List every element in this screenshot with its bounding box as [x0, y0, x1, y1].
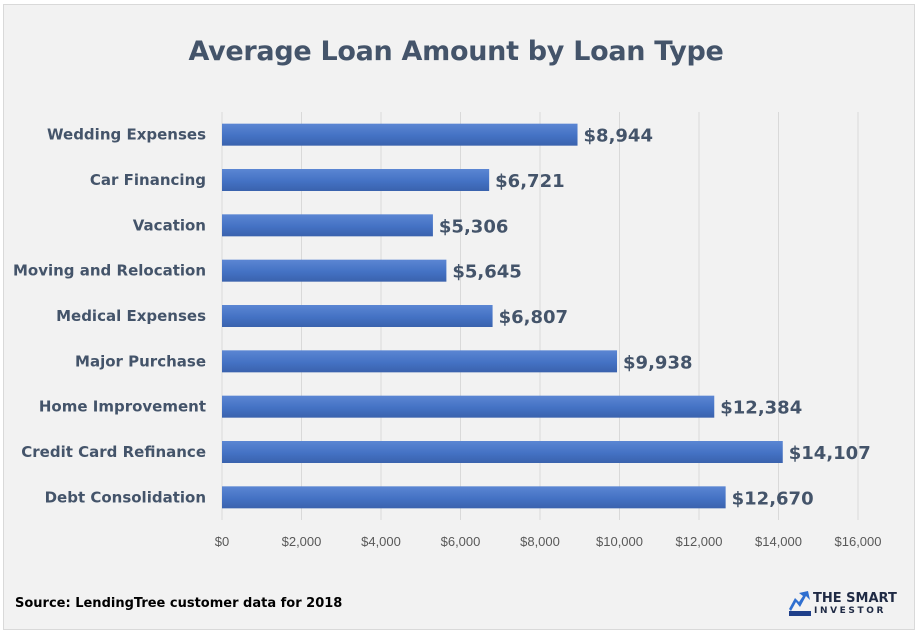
bar: [222, 441, 783, 463]
brand-logo: THE SMART INVESTOR: [787, 589, 907, 621]
category-label: Major Purchase: [75, 352, 206, 370]
bar: [222, 486, 726, 509]
data-label: $9,938: [623, 352, 692, 373]
logo-mark-icon: [789, 591, 811, 616]
bar: [222, 169, 490, 191]
bar: [222, 259, 447, 282]
x-tick-label: $10,000: [596, 534, 643, 549]
category-label: Wedding Expenses: [47, 126, 206, 144]
data-label: $5,645: [452, 262, 521, 283]
x-tick-label: $2,000: [282, 534, 322, 549]
bar: [222, 350, 618, 373]
source-note: Source: LendingTree customer data for 20…: [15, 596, 343, 611]
category-label: Car Financing: [90, 171, 206, 189]
data-label: $6,721: [495, 171, 564, 192]
bar: [222, 395, 715, 418]
category-label: Medical Expenses: [56, 307, 206, 325]
data-label: $14,107: [789, 443, 871, 464]
data-label: $6,807: [499, 307, 568, 328]
x-tick-label: $4,000: [361, 534, 401, 549]
x-tick-label: $14,000: [755, 534, 802, 549]
bar: [222, 214, 433, 237]
category-label: Vacation: [133, 216, 206, 234]
category-label: Home Improvement: [39, 398, 206, 416]
data-label: $12,384: [720, 398, 802, 419]
x-tick-label: $12,000: [676, 534, 723, 549]
bar: [222, 123, 578, 146]
x-tick-label: $16,000: [835, 534, 882, 549]
logo-text-top: THE SMART: [813, 591, 897, 606]
logo-text-bottom: INVESTOR: [814, 606, 886, 616]
bar: [222, 305, 493, 327]
category-label: Moving and Relocation: [13, 262, 206, 280]
data-label: $12,670: [732, 488, 814, 509]
data-label: $5,306: [439, 216, 508, 237]
category-label: Credit Card Refinance: [21, 443, 206, 461]
x-tick-label: $8,000: [520, 534, 560, 549]
chart-title: Average Loan Amount by Loan Type: [188, 36, 724, 67]
data-label: $8,944: [584, 126, 653, 147]
category-label: Debt Consolidation: [45, 488, 206, 506]
x-tick-label: $6,000: [441, 534, 481, 549]
x-tick-label: $0: [215, 534, 229, 549]
